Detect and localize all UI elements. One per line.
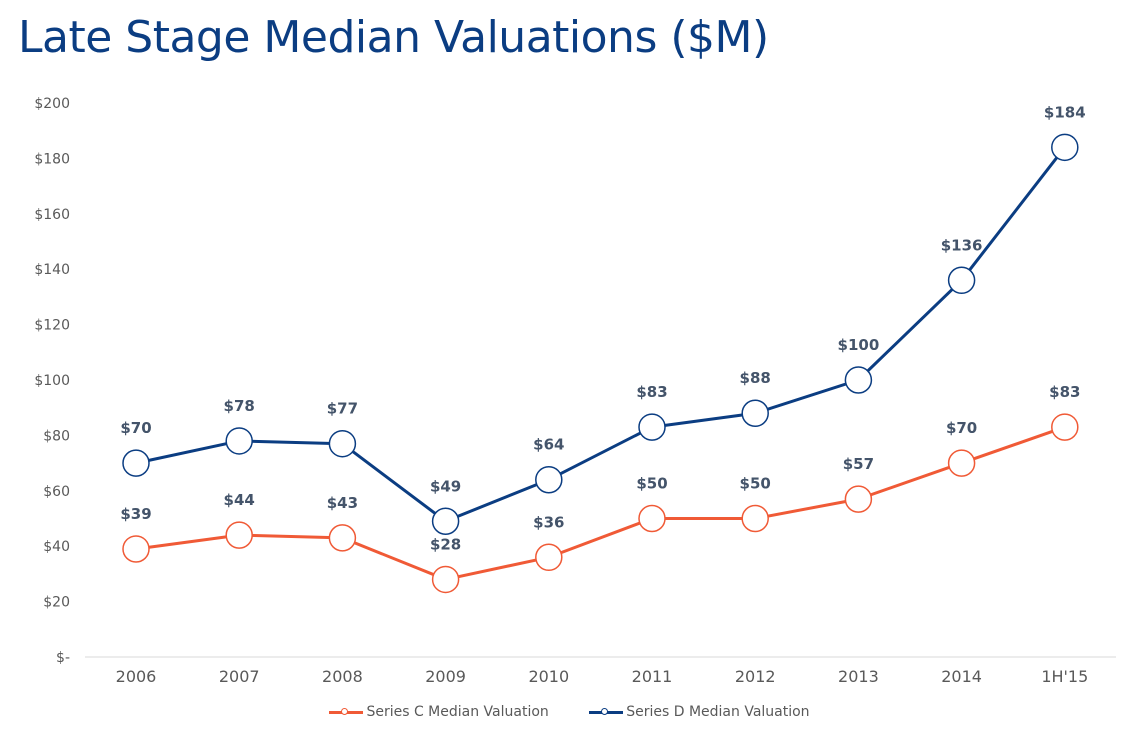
data-point-series-c[interactable]: [638, 504, 666, 533]
data-point-series-d[interactable]: [844, 366, 873, 394]
y-tick-label: $180: [34, 151, 70, 167]
data-label-series-d: $78: [224, 397, 255, 415]
y-tick-label: $120: [34, 318, 70, 334]
data-label-series-c: $83: [1049, 383, 1080, 401]
data-point-series-c[interactable]: [844, 485, 873, 513]
y-tick-label: $20: [43, 595, 70, 611]
y-tick-label: $80: [43, 428, 70, 444]
data-point-series-d[interactable]: [947, 266, 976, 295]
x-tick-label: 2007: [219, 667, 260, 686]
data-point-series-d[interactable]: [328, 429, 357, 458]
x-tick-label: 2013: [838, 667, 879, 686]
x-tick-label: 2008: [322, 667, 363, 686]
data-point-series-c[interactable]: [1051, 413, 1079, 441]
data-labels: $39 $44 $43 $28 $36 $50 $50 $57 $70 $83 $70 $78 $77 $…: [120, 103, 1085, 553]
data-label-series-c: $50: [740, 475, 771, 493]
data-label-series-c: $70: [946, 419, 977, 437]
legend-item-series-d[interactable]: Series D Median Valuation: [589, 704, 810, 720]
data-label-series-d: $77: [327, 400, 358, 418]
y-tick-label: $140: [34, 262, 70, 278]
data-point-series-c[interactable]: [225, 521, 253, 549]
data-label-series-d: $100: [838, 336, 880, 354]
data-point-series-c[interactable]: [741, 504, 769, 533]
data-point-series-d[interactable]: [741, 399, 769, 427]
data-label-series-d: $136: [941, 236, 983, 254]
x-tick-label: 2012: [735, 667, 776, 686]
y-tick-label: $60: [43, 484, 70, 500]
x-axis: 2006 2007 2008 2009 2010 2011 2012 2013 2014 1H'1…: [85, 656, 1116, 686]
x-tick-label: 2011: [632, 667, 673, 686]
data-label-series-c: $36: [533, 513, 564, 531]
x-tick-label: 2009: [425, 667, 466, 686]
x-tick-label: 1H'15: [1041, 667, 1088, 686]
data-point-series-c[interactable]: [947, 449, 976, 477]
legend-marker-series-c-icon: [329, 705, 364, 719]
data-label-series-c: $57: [843, 455, 874, 473]
data-point-series-d[interactable]: [638, 413, 666, 441]
y-tick-label: $160: [34, 207, 70, 223]
y-axis: $- $20 $40 $60 $80 $100 $120 $140 $160 $180 $200: [34, 96, 70, 666]
data-point-series-c[interactable]: [431, 565, 460, 594]
data-point-series-d[interactable]: [122, 449, 150, 477]
data-label-series-c: $50: [636, 475, 667, 493]
y-tick-label: $-: [56, 650, 70, 666]
legend-marker-series-d-icon: [589, 705, 624, 719]
data-point-series-d[interactable]: [225, 427, 253, 455]
data-point-series-d[interactable]: [1051, 133, 1079, 162]
chart-title: Late Stage Median Valuations ($M): [18, 12, 769, 63]
legend-item-series-c[interactable]: Series C Median Valuation: [329, 704, 549, 720]
series-layer: [122, 133, 1079, 594]
data-label-series-c: $39: [120, 505, 151, 523]
y-tick-label: $100: [34, 373, 70, 389]
x-tick-label: 2010: [528, 667, 569, 686]
legend-label-series-c: Series C Median Valuation: [366, 704, 549, 720]
data-point-series-d[interactable]: [535, 465, 563, 494]
data-point-series-c[interactable]: [535, 543, 563, 572]
data-label-series-d: $184: [1044, 103, 1086, 121]
data-label-series-d: $83: [636, 383, 667, 401]
x-tick-label: 2006: [116, 667, 157, 686]
data-label-series-d: $70: [120, 419, 151, 437]
data-label-series-d: $88: [740, 369, 771, 387]
data-point-series-c[interactable]: [122, 535, 150, 563]
series-line-series-d: [135, 146, 1066, 523]
data-label-series-c: $28: [430, 535, 461, 553]
y-tick-label: $200: [34, 96, 70, 112]
legend-label-series-d: Series D Median Valuation: [626, 704, 810, 720]
x-tick-label: 2014: [941, 667, 982, 686]
data-label-series-c: $44: [224, 491, 255, 509]
legend: Series C Median Valuation Series D Media…: [0, 704, 1139, 723]
data-label-series-d: $64: [533, 436, 564, 454]
series-line-series-c: [135, 425, 1066, 581]
y-tick-label: $40: [43, 539, 70, 555]
data-label-series-d: $49: [430, 477, 461, 495]
data-point-series-c[interactable]: [328, 524, 357, 552]
data-label-series-c: $43: [327, 494, 358, 512]
data-point-series-d[interactable]: [431, 507, 460, 536]
